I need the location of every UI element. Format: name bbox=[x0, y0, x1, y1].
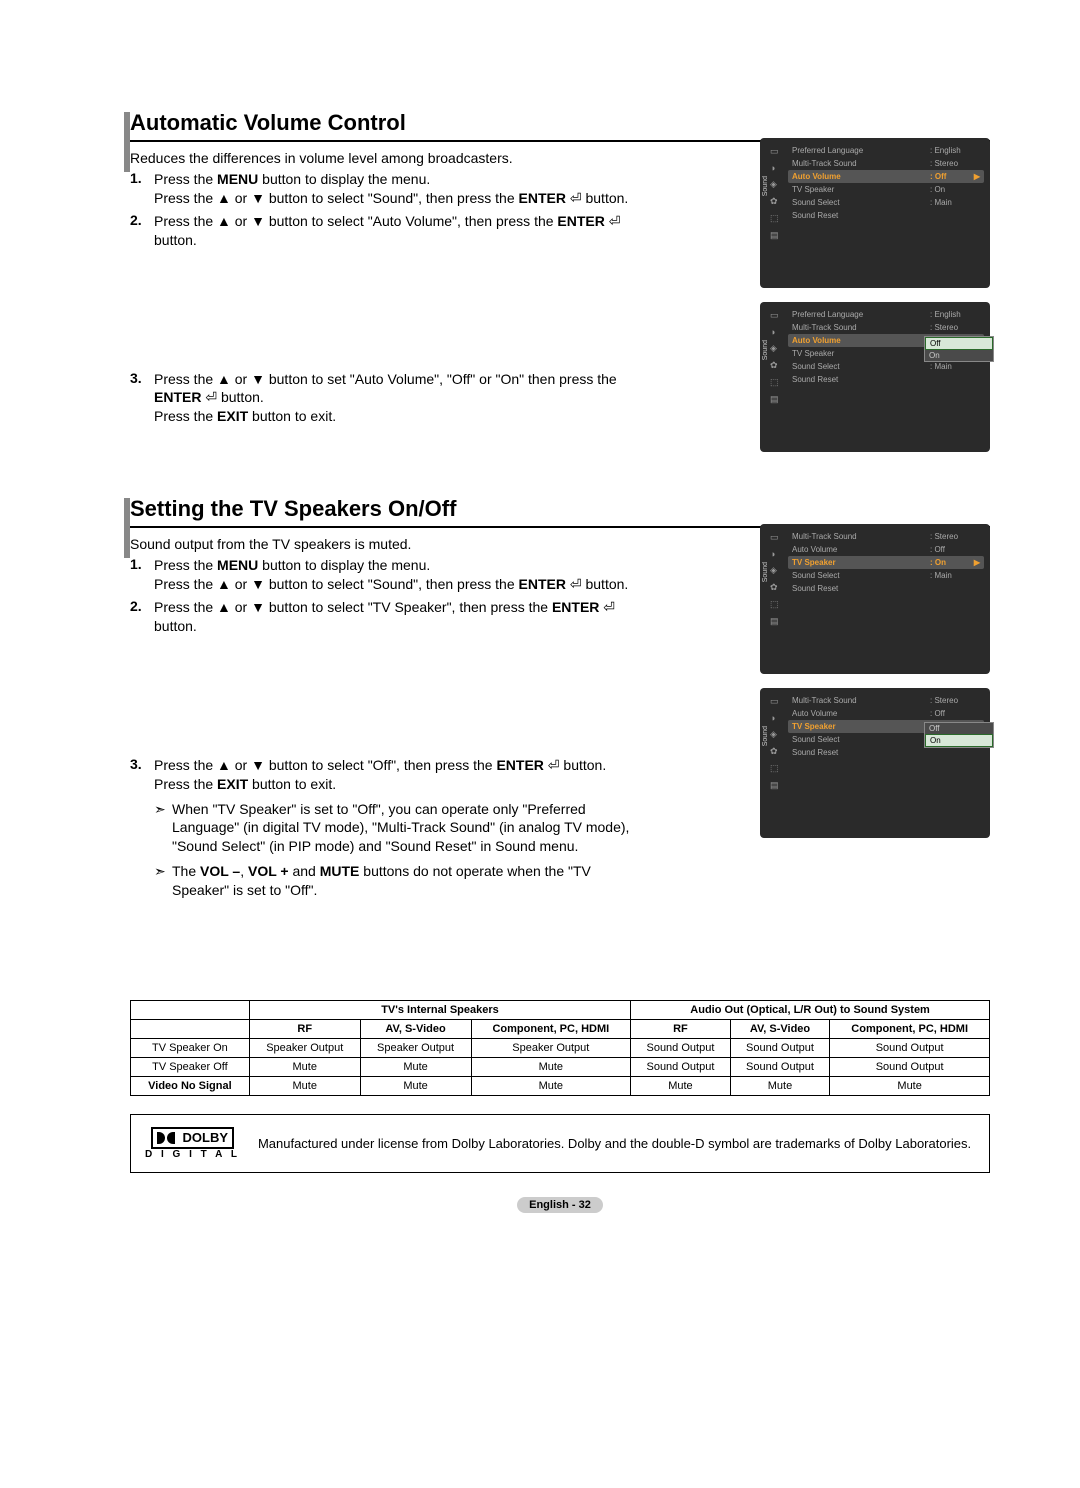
menu-item: Sound Reset bbox=[788, 209, 984, 222]
section-auto-volume: Automatic Volume Control Reduces the dif… bbox=[130, 110, 990, 426]
table-cell: Sound Output bbox=[730, 1058, 830, 1077]
menu-category-icon: ✿ bbox=[770, 360, 779, 371]
table-cell: Speaker Output bbox=[249, 1039, 360, 1058]
table-cell: Sound Output bbox=[830, 1058, 990, 1077]
menu-category-icon: ◑ bbox=[770, 713, 779, 723]
page-footer: English - 32 bbox=[130, 1197, 990, 1213]
note-arrow-icon: ➣ bbox=[154, 800, 172, 857]
menu-item: Multi-Track Sound: Stereo bbox=[788, 321, 984, 334]
menu-category-icon: ⬚ bbox=[770, 763, 779, 774]
menu-category-icon: ⬚ bbox=[770, 599, 779, 610]
menu-item: Multi-Track Sound: Stereo bbox=[788, 157, 984, 170]
menu-item: Multi-Track Sound: Stereo bbox=[788, 694, 984, 707]
menu-item: Auto Volume: Off▶ bbox=[788, 170, 984, 183]
table-cell: Mute bbox=[360, 1077, 471, 1096]
table-cell: Mute bbox=[471, 1077, 631, 1096]
step-text: Press the ▲ or ▼ button to select "Off",… bbox=[154, 756, 634, 794]
section-tv-speakers: Setting the TV Speakers On/Off Sound out… bbox=[130, 496, 990, 900]
menu-category-icon: ◈ bbox=[770, 565, 779, 576]
table-cell: TV Speaker On bbox=[131, 1039, 250, 1058]
table-cell: Speaker Output bbox=[471, 1039, 631, 1058]
table-cell: Sound Output bbox=[730, 1039, 830, 1058]
menu-category-icon: ◑ bbox=[770, 327, 779, 337]
step-number: 2. bbox=[130, 598, 154, 614]
menu-item: TV Speaker: On bbox=[788, 183, 984, 196]
dolby-text: Manufactured under license from Dolby La… bbox=[258, 1136, 971, 1151]
menu-category-icon: ◈ bbox=[770, 179, 779, 190]
menu-category-label: Sound bbox=[762, 176, 769, 196]
menu-category-icon: ◑ bbox=[770, 163, 779, 173]
menu-category-icon: ◈ bbox=[770, 343, 779, 354]
step-number: 1. bbox=[130, 170, 154, 186]
table-cell: Mute bbox=[249, 1058, 360, 1077]
table-cell: TV Speaker Off bbox=[131, 1058, 250, 1077]
menu-category-icon: ⬚ bbox=[770, 213, 779, 224]
menu-item: Sound Select: Main bbox=[788, 196, 984, 209]
menu-item: Preferred Language: English bbox=[788, 144, 984, 157]
step-text: Press the MENU button to display the men… bbox=[154, 170, 634, 208]
menu-item: Sound Reset bbox=[788, 373, 984, 386]
menu-item: Sound Reset bbox=[788, 582, 984, 595]
step-number: 3. bbox=[130, 756, 154, 772]
step-text: Press the ▲ or ▼ button to select "TV Sp… bbox=[154, 598, 634, 636]
menu-category-icon: ▭ bbox=[770, 310, 779, 321]
osd-menu: ▭ ◑ ◈ ✿ ⬚ ▤ Sound Multi-Track Sound: StereoAuto… bbox=[760, 688, 990, 838]
step-text: Press the MENU button to display the men… bbox=[154, 556, 634, 594]
menu-item: Multi-Track Sound: Stereo bbox=[788, 530, 984, 543]
option-item: On bbox=[925, 734, 993, 747]
note-arrow-icon: ➣ bbox=[154, 862, 172, 900]
table-cell: Mute bbox=[730, 1077, 830, 1096]
table-cell: Mute bbox=[471, 1058, 631, 1077]
option-dropdown: OffOn bbox=[924, 722, 994, 748]
menu-category-icon: ▤ bbox=[770, 616, 779, 627]
table-cell: Speaker Output bbox=[360, 1039, 471, 1058]
step-text: Press the ▲ or ▼ button to set "Auto Vol… bbox=[154, 370, 634, 427]
menu-category-icon: ▤ bbox=[770, 780, 779, 791]
option-dropdown: OffOn bbox=[924, 336, 994, 362]
table-cell: Video No Signal bbox=[131, 1077, 250, 1096]
dolby-notice: DOLBY D I G I T A L Manufactured under l… bbox=[130, 1114, 990, 1173]
menu-item: Auto Volume: Off bbox=[788, 707, 984, 720]
step-number: 1. bbox=[130, 556, 154, 572]
osd-menu: ▭ ◑ ◈ ✿ ⬚ ▤ Sound Multi-Track Sound: StereoAuto… bbox=[760, 524, 990, 674]
menu-category-icon: ⬚ bbox=[770, 377, 779, 388]
menu-category-icon: ◑ bbox=[770, 549, 779, 559]
table-cell: Mute bbox=[249, 1077, 360, 1096]
menu-category-label: Sound bbox=[762, 562, 769, 582]
option-item: Off bbox=[925, 337, 993, 350]
option-item: Off bbox=[925, 723, 993, 734]
table-cell: Mute bbox=[631, 1077, 731, 1096]
step-text: Press the ▲ or ▼ button to select "Auto … bbox=[154, 212, 634, 250]
note-row: ➣The VOL –, VOL + and MUTE buttons do no… bbox=[154, 862, 634, 900]
menu-item: Sound Select: Main bbox=[788, 569, 984, 582]
speaker-output-table: TV's Internal SpeakersAudio Out (Optical… bbox=[130, 1000, 990, 1096]
osd-menu: ▭ ◑ ◈ ✿ ⬚ ▤ Sound Preferred Language: EnglishMu… bbox=[760, 302, 990, 452]
menu-category-icon: ▭ bbox=[770, 532, 779, 543]
menu-category-icon: ✿ bbox=[770, 196, 779, 207]
option-item: On bbox=[925, 350, 993, 361]
table-cell: Sound Output bbox=[830, 1039, 990, 1058]
step-number: 3. bbox=[130, 370, 154, 386]
menu-category-label: Sound bbox=[762, 340, 769, 360]
menu-category-label: Sound bbox=[762, 726, 769, 746]
menu-category-icon: ▤ bbox=[770, 230, 779, 241]
table-cell: Mute bbox=[830, 1077, 990, 1096]
step-number: 2. bbox=[130, 212, 154, 228]
table-cell: Mute bbox=[360, 1058, 471, 1077]
menu-item: Preferred Language: English bbox=[788, 308, 984, 321]
dolby-logo: DOLBY D I G I T A L bbox=[145, 1127, 240, 1160]
menu-category-icon: ▭ bbox=[770, 696, 779, 707]
menu-category-icon: ▭ bbox=[770, 146, 779, 157]
menu-category-icon: ▤ bbox=[770, 394, 779, 405]
table-cell: Sound Output bbox=[631, 1058, 731, 1077]
osd-menu: ▭ ◑ ◈ ✿ ⬚ ▤ Sound Preferred Language: EnglishMu… bbox=[760, 138, 990, 288]
note-row: ➣When "TV Speaker" is set to "Off", you … bbox=[154, 800, 634, 857]
menu-category-icon: ✿ bbox=[770, 746, 779, 757]
menu-category-icon: ◈ bbox=[770, 729, 779, 740]
menu-item: Auto Volume: Off bbox=[788, 543, 984, 556]
table-cell: Sound Output bbox=[631, 1039, 731, 1058]
menu-category-icon: ✿ bbox=[770, 582, 779, 593]
menu-item: TV Speaker: On▶ bbox=[788, 556, 984, 569]
